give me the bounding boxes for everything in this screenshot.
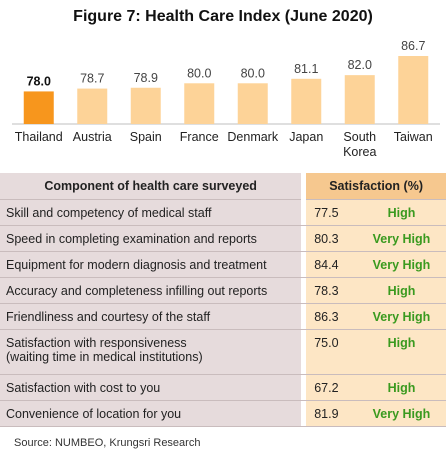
bar-japan bbox=[291, 78, 322, 124]
component-label: Satisfaction with cost to you bbox=[6, 381, 161, 395]
satisfaction-value: 86.3 bbox=[306, 303, 357, 330]
satisfaction-level: High bbox=[356, 374, 446, 401]
bar-denmark bbox=[237, 83, 268, 124]
bar-taiwan bbox=[398, 56, 429, 124]
table-row: Satisfaction with responsiveness (waiting… bbox=[0, 329, 446, 375]
category-label: Japan bbox=[289, 130, 323, 144]
column-gap bbox=[301, 400, 307, 427]
component-cell: Equipment for modern diagnosis and treat… bbox=[0, 251, 302, 278]
category-label: Spain bbox=[130, 130, 162, 144]
component-label-line2: (waiting time in medical institutions) bbox=[6, 350, 203, 364]
table-row: Skill and competency of medical staff 77.… bbox=[0, 199, 446, 226]
category-label: South Korea bbox=[343, 130, 376, 159]
category-label: Denmark bbox=[227, 130, 278, 144]
table-row: Convenience of location for you 81.9 Very … bbox=[0, 400, 446, 427]
column-gap bbox=[301, 374, 307, 401]
component-label: Convenience of location for you bbox=[6, 407, 182, 421]
column-gap bbox=[301, 199, 307, 226]
column-gap bbox=[301, 277, 307, 304]
table-row: Friendliness and courtesy of the staff 86… bbox=[0, 303, 446, 330]
component-cell: Convenience of location for you bbox=[0, 400, 302, 427]
value-label: 78.9 bbox=[134, 71, 158, 85]
table-row: Satisfaction with cost to you 67.2 High bbox=[0, 374, 446, 401]
bar-spain bbox=[130, 87, 161, 124]
value-label: 78.7 bbox=[80, 72, 104, 86]
value-label: 81.1 bbox=[294, 62, 318, 76]
component-cell: Satisfaction with responsiveness (waiting… bbox=[0, 329, 302, 375]
component-label: Accuracy and completeness infilling out … bbox=[6, 284, 268, 298]
satisfaction-value: 84.4 bbox=[306, 251, 357, 278]
component-label: Speed in completing examination and repo… bbox=[6, 232, 257, 246]
table-row: Accuracy and completeness infilling out … bbox=[0, 277, 446, 304]
satisfaction-value: 78.3 bbox=[306, 277, 357, 304]
value-label: 80.0 bbox=[241, 66, 265, 80]
component-label: Satisfaction with responsiveness bbox=[6, 336, 187, 350]
satisfaction-table: Component of health care surveyed Satisf… bbox=[0, 173, 446, 427]
satisfaction-level: High bbox=[356, 277, 446, 304]
category-label: Austria bbox=[73, 130, 112, 144]
column-gap bbox=[301, 225, 307, 252]
table-row: Equipment for modern diagnosis and treat… bbox=[0, 251, 446, 278]
bar-thailand bbox=[23, 91, 54, 124]
satisfaction-value: 81.9 bbox=[306, 400, 357, 427]
category-label: Thailand bbox=[15, 130, 63, 144]
value-label: 82.0 bbox=[348, 58, 372, 72]
source-note: Source: NUMBEO, Krungsri Research bbox=[14, 437, 201, 449]
component-cell: Skill and competency of medical staff bbox=[0, 199, 302, 226]
satisfaction-level: Very High bbox=[356, 225, 446, 252]
satisfaction-value: 67.2 bbox=[306, 374, 357, 401]
value-label: 78.0 bbox=[27, 74, 51, 88]
satisfaction-value: 80.3 bbox=[306, 225, 357, 252]
header-component: Component of health care surveyed bbox=[0, 173, 302, 200]
category-label: Taiwan bbox=[394, 130, 433, 144]
bar-south-korea bbox=[344, 75, 375, 124]
component-cell: Speed in completing examination and repo… bbox=[0, 225, 302, 252]
component-label: Skill and competency of medical staff bbox=[6, 206, 212, 220]
satisfaction-level: Very High bbox=[356, 303, 446, 330]
satisfaction-value: 75.0 bbox=[306, 329, 357, 375]
satisfaction-level: High bbox=[356, 199, 446, 226]
satisfaction-level: High bbox=[356, 329, 446, 375]
table-body: Skill and competency of medical staff 77.… bbox=[0, 199, 446, 427]
bar-austria bbox=[77, 88, 108, 124]
column-gap bbox=[301, 329, 307, 375]
component-cell: Accuracy and completeness infilling out … bbox=[0, 277, 302, 304]
column-gap bbox=[301, 251, 307, 278]
satisfaction-level: Very High bbox=[356, 251, 446, 278]
column-gap bbox=[301, 173, 307, 200]
value-label: 86.7 bbox=[401, 39, 425, 53]
component-label: Friendliness and courtesy of the staff bbox=[6, 310, 211, 324]
bar-chart: 78.0 Thailand 78.7 Austria 78.9 Spain 80.0 Fran… bbox=[12, 39, 440, 159]
table-row: Speed in completing examination and repo… bbox=[0, 225, 446, 252]
component-label: Equipment for modern diagnosis and treat… bbox=[6, 258, 267, 272]
category-label: France bbox=[180, 130, 219, 144]
column-gap bbox=[301, 303, 307, 330]
satisfaction-level: Very High bbox=[356, 400, 446, 427]
bar-france bbox=[184, 83, 215, 124]
component-cell: Friendliness and courtesy of the staff bbox=[0, 303, 302, 330]
component-cell: Satisfaction with cost to you bbox=[0, 374, 302, 401]
chart-title: Figure 7: Health Care Index (June 2020) bbox=[73, 8, 373, 25]
value-label: 80.0 bbox=[187, 66, 211, 80]
satisfaction-value: 77.5 bbox=[306, 199, 357, 226]
header-satisfaction: Satisfaction (%) bbox=[306, 173, 446, 200]
